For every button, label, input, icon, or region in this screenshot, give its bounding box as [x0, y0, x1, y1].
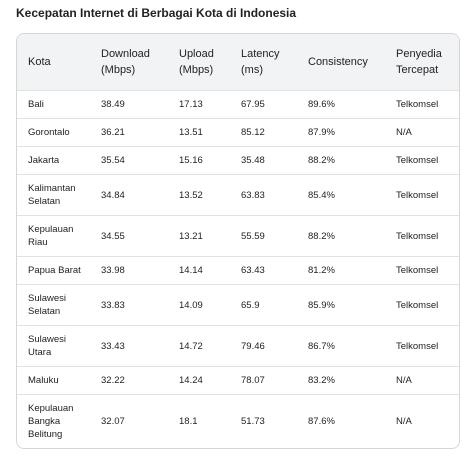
table-cell: 88.2% [308, 146, 396, 175]
table-cell: 67.95 [241, 90, 308, 119]
table-row: Kalimantan Selatan 34.84 13.52 63.83 85.4% Te… [17, 174, 459, 216]
table-body: Bali 38.49 17.13 67.95 89.6% Telkomsel Goronta… [17, 90, 459, 448]
table-cell: 85.4% [308, 174, 396, 216]
table-cell: 13.52 [179, 174, 241, 216]
table-cell: 14.14 [179, 256, 241, 285]
table-cell: Telkomsel [396, 90, 459, 119]
table-row: Jakarta 35.54 15.16 35.48 88.2% Telkomsel [17, 146, 459, 175]
table-cell: 34.55 [101, 215, 179, 257]
table-row: Sulawesi Utara 33.43 14.72 79.46 86.7% Telkom… [17, 325, 459, 367]
column-header: Latency (ms) [241, 34, 308, 91]
table-row: Gorontalo 36.21 13.51 85.12 87.9% N/A [17, 118, 459, 147]
table-cell: 88.2% [308, 215, 396, 257]
table-cell: 35.48 [241, 146, 308, 175]
column-header: Kota [17, 34, 101, 91]
table-cell: Telkomsel [396, 174, 459, 216]
column-header: Consistency [308, 34, 396, 91]
table-cell: 78.07 [241, 366, 308, 395]
table-cell: 87.9% [308, 118, 396, 147]
table-cell: Gorontalo [17, 118, 101, 147]
table: Kota Download (Mbps) Upload (Mbps) Latency … [17, 34, 459, 448]
table-cell: Jakarta [17, 146, 101, 175]
table-cell: N/A [396, 366, 459, 395]
table-cell: 85.12 [241, 118, 308, 147]
table-cell: 36.21 [101, 118, 179, 147]
table-cell: 85.9% [308, 284, 396, 326]
table-cell: 14.72 [179, 325, 241, 367]
table-cell: Papua Barat [17, 256, 101, 285]
table-cell: 33.98 [101, 256, 179, 285]
table-row: Papua Barat 33.98 14.14 63.43 81.2% Telkomsel [17, 256, 459, 285]
table-cell: 89.6% [308, 90, 396, 119]
table-cell: 17.13 [179, 90, 241, 119]
table-cell: 86.7% [308, 325, 396, 367]
table-cell: Sulawesi Selatan [17, 284, 101, 326]
column-header: Upload (Mbps) [179, 34, 241, 91]
table-cell: Maluku [17, 366, 101, 395]
table-cell: 65.9 [241, 284, 308, 326]
table-cell: Telkomsel [396, 256, 459, 285]
table-cell: 32.22 [101, 366, 179, 395]
table-cell: Sulawesi Utara [17, 325, 101, 367]
table-cell: Telkomsel [396, 284, 459, 326]
table-cell: Telkomsel [396, 325, 459, 367]
table-cell: 15.16 [179, 146, 241, 175]
table-cell: Telkomsel [396, 146, 459, 175]
table-card: Kota Download (Mbps) Upload (Mbps) Latency … [16, 33, 460, 449]
table-cell: 33.83 [101, 284, 179, 326]
table-cell: 14.09 [179, 284, 241, 326]
table-cell: 81.2% [308, 256, 396, 285]
table-row: Kepulauan Bangka Belitung 32.07 18.1 51.73 8… [17, 394, 459, 448]
table-cell: 13.21 [179, 215, 241, 257]
table-cell: 63.83 [241, 174, 308, 216]
table-cell: 83.2% [308, 366, 396, 395]
table-cell: Bali [17, 90, 101, 119]
table-cell: 79.46 [241, 325, 308, 367]
table-cell: 32.07 [101, 394, 179, 448]
header-row: Kota Download (Mbps) Upload (Mbps) Latency … [17, 34, 459, 91]
table-cell: 55.59 [241, 215, 308, 257]
table-cell: 14.24 [179, 366, 241, 395]
table-row: Bali 38.49 17.13 67.95 89.6% Telkomsel [17, 90, 459, 119]
table-row: Maluku 32.22 14.24 78.07 83.2% N/A [17, 366, 459, 395]
table-cell: N/A [396, 118, 459, 147]
table-cell: 34.84 [101, 174, 179, 216]
table-cell: 87.6% [308, 394, 396, 448]
column-header: Download (Mbps) [101, 34, 179, 91]
table-cell: Telkomsel [396, 215, 459, 257]
table-row: Kepulauan Riau 34.55 13.21 55.59 88.2% Telkom… [17, 215, 459, 257]
table-cell: 38.49 [101, 90, 179, 119]
table-cell: 13.51 [179, 118, 241, 147]
table-cell: 33.43 [101, 325, 179, 367]
table-title: Kecepatan Internet di Berbagai Kota di I… [16, 6, 297, 20]
table-cell: Kepulauan Bangka Belitung [17, 394, 101, 448]
table-cell: Kepulauan Riau [17, 215, 101, 257]
table-cell: 51.73 [241, 394, 308, 448]
column-header: Penyedia Tercepat [396, 34, 459, 91]
table-row: Sulawesi Selatan 33.83 14.09 65.9 85.9% Telko… [17, 284, 459, 326]
table-cell: 63.43 [241, 256, 308, 285]
table-cell: Kalimantan Selatan [17, 174, 101, 216]
table-cell: N/A [396, 394, 459, 448]
table-cell: 35.54 [101, 146, 179, 175]
table-cell: 18.1 [179, 394, 241, 448]
